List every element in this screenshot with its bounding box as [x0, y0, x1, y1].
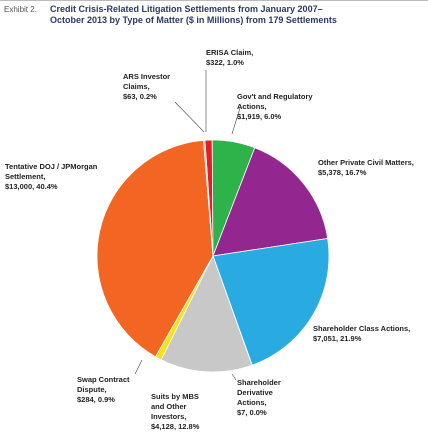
- category-name: Shareholder Class Actions,: [313, 324, 411, 333]
- percent-label: 21.9%: [340, 334, 362, 343]
- leader-line: [231, 107, 241, 135]
- pie-slice: [160, 254, 253, 373]
- leader-line: [174, 101, 205, 133]
- value-line: $4,128, 12.8%: [151, 422, 211, 432]
- percent-label: 16.7%: [345, 168, 367, 177]
- slice-label: Tentative DOJ / JPMorgan Settlement, $13,…: [5, 162, 103, 192]
- category-name: Shareholder Derivative Actions,: [237, 378, 281, 407]
- pie-slice: [212, 238, 330, 366]
- slice-label: ARS Investor Claims, $63, 0.2%: [123, 72, 181, 102]
- percent-label: 0.2%: [139, 92, 157, 101]
- value-label: $63,: [123, 92, 138, 101]
- value-label: $7,: [237, 408, 248, 417]
- pie-slice: [212, 147, 329, 257]
- value-label: $7,051,: [313, 334, 339, 343]
- value-label: $5,378,: [318, 168, 344, 177]
- slice-label: Other Private Civil Matters, $5,378, 16.7…: [318, 158, 423, 178]
- percent-label: 1.0%: [226, 58, 244, 67]
- category-name: Other Private Civil Matters,: [318, 158, 414, 167]
- leader-line: [231, 373, 237, 381]
- category-name: Gov't and Regulatory Actions,: [237, 92, 313, 111]
- value-line: $322, 1.0%: [206, 58, 268, 68]
- value-line: $7,051, 21.9%: [313, 334, 423, 344]
- category-name: Swap Contract Dispute,: [77, 375, 130, 394]
- leader-line: [134, 359, 143, 375]
- category-name: Suits by MBS and Other Investors,: [151, 392, 199, 421]
- value-line: $284, 0.9%: [77, 395, 152, 405]
- slice-label: Shareholder Derivative Actions, $7, 0.0%: [237, 378, 293, 418]
- value-line: $7, 0.0%: [237, 408, 293, 418]
- slice-label: Shareholder Class Actions, $7,051, 21.9%: [313, 324, 423, 344]
- slice-label: Swap Contract Dispute, $284, 0.9%: [77, 375, 152, 405]
- exhibit-label: Exhibit 2.: [4, 5, 37, 14]
- slice-label: Gov't and Regulatory Actions, $1,919, 6.0…: [237, 92, 325, 122]
- category-name: ERISA Claim,: [206, 48, 254, 57]
- percent-label: 0.9%: [97, 395, 115, 404]
- value-label: $13,000,: [5, 182, 35, 191]
- leader-lines: [134, 70, 241, 381]
- slice-label: Suits by MBS and Other Investors, $4,128,…: [151, 392, 211, 432]
- percent-label: 0.0%: [249, 408, 267, 417]
- percent-label: 40.4%: [36, 182, 58, 191]
- value-line: $5,378, 16.7%: [318, 168, 423, 178]
- pie-slice: [96, 139, 214, 358]
- value-label: $322,: [206, 58, 225, 67]
- top-rule: [0, 0, 428, 1]
- value-line: $13,000, 40.4%: [5, 182, 103, 192]
- chart-title: Credit Crisis-Related Litigation Settlem…: [50, 4, 337, 25]
- percent-label: 6.0%: [264, 112, 282, 121]
- percent-label: 12.8%: [178, 422, 200, 431]
- value-line: $63, 0.2%: [123, 92, 181, 102]
- category-name: Tentative DOJ / JPMorgan Settlement,: [5, 162, 98, 181]
- value-label: $4,128,: [151, 422, 177, 431]
- pie-slice: [203, 139, 214, 257]
- slice-label: ERISA Claim, $322, 1.0%: [206, 48, 268, 68]
- value-label: $284,: [77, 395, 96, 404]
- category-name: ARS Investor Claims,: [123, 72, 171, 91]
- value-label: $1,919,: [237, 112, 263, 121]
- value-line: $1,919, 6.0%: [237, 112, 325, 122]
